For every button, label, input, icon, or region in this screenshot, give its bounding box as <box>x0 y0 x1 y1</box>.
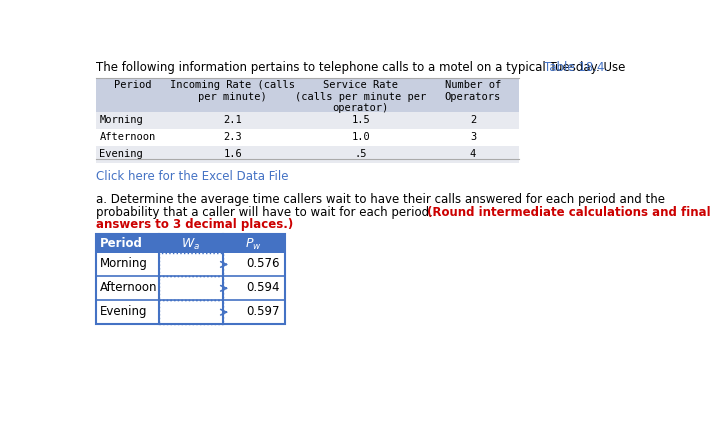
Text: Morning: Morning <box>99 115 143 125</box>
Text: Period: Period <box>100 237 143 250</box>
Text: Evening: Evening <box>99 148 143 159</box>
Text: 0.576: 0.576 <box>247 257 280 270</box>
Bar <box>96 234 285 253</box>
Text: Afternoon: Afternoon <box>100 281 158 294</box>
Text: Incoming Rate (calls
per minute): Incoming Rate (calls per minute) <box>170 80 295 102</box>
Text: Morning: Morning <box>100 257 148 270</box>
Text: a. Determine the average time callers wait to have their calls answered for each: a. Determine the average time callers wa… <box>96 193 664 206</box>
Text: 1.0: 1.0 <box>351 132 370 142</box>
Text: $W_a$: $W_a$ <box>182 237 200 252</box>
Text: (Round intermediate calculations and final: (Round intermediate calculations and fin… <box>428 206 711 219</box>
Text: Service Rate
(calls per minute per
operator): Service Rate (calls per minute per opera… <box>295 80 426 113</box>
Bar <box>159 276 222 300</box>
Text: 2.1: 2.1 <box>223 115 242 125</box>
Bar <box>96 146 520 163</box>
Bar <box>96 113 520 129</box>
Text: $P_w$: $P_w$ <box>245 237 262 252</box>
Text: 3: 3 <box>470 132 476 142</box>
Text: Table 18.4.: Table 18.4. <box>543 61 608 74</box>
Text: 1.6: 1.6 <box>223 148 242 159</box>
Text: probability that a caller will have to wait for each period.: probability that a caller will have to w… <box>96 206 436 219</box>
Text: Number of
Operators: Number of Operators <box>445 80 501 102</box>
Text: Period: Period <box>114 80 152 90</box>
Text: Evening: Evening <box>100 305 148 318</box>
Bar <box>159 253 222 276</box>
Text: 1.5: 1.5 <box>351 115 370 125</box>
Text: 0.597: 0.597 <box>247 305 280 318</box>
Text: 4: 4 <box>470 148 476 159</box>
Text: The following information pertains to telephone calls to a motel on a typical Tu: The following information pertains to te… <box>96 61 628 74</box>
Bar <box>96 234 285 324</box>
Text: Afternoon: Afternoon <box>99 132 156 142</box>
Text: 0.594: 0.594 <box>247 281 280 294</box>
Bar <box>159 300 222 324</box>
Bar <box>96 78 520 113</box>
Text: .5: .5 <box>355 148 367 159</box>
Text: 2: 2 <box>470 115 476 125</box>
Bar <box>96 129 520 146</box>
Text: answers to 3 decimal places.): answers to 3 decimal places.) <box>96 218 293 231</box>
Text: Click here for the Excel Data File: Click here for the Excel Data File <box>96 170 288 183</box>
Text: 2.3: 2.3 <box>223 132 242 142</box>
